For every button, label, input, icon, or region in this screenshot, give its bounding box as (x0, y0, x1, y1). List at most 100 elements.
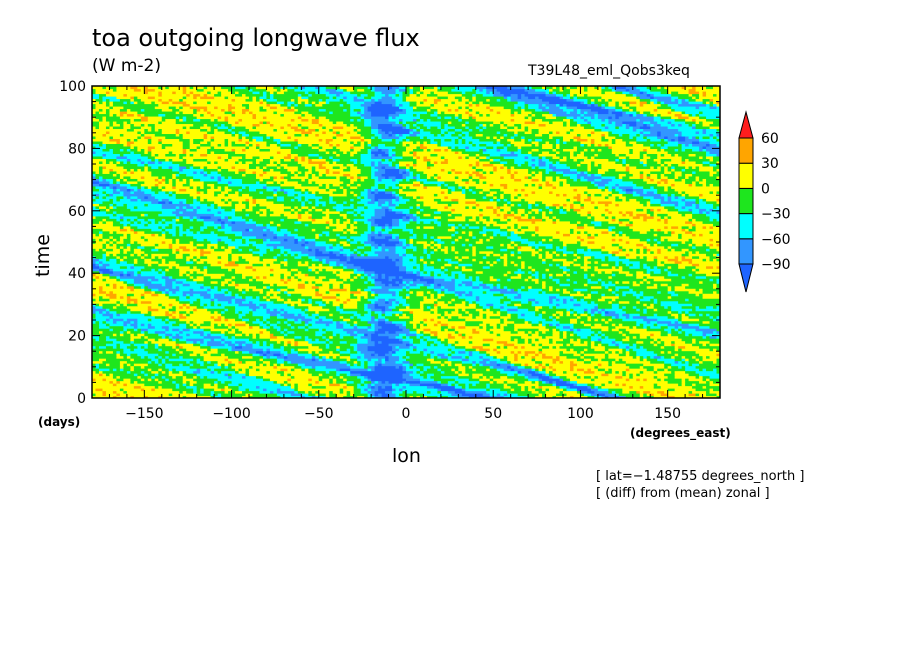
field-cell (402, 380, 407, 384)
field-cell (601, 340, 613, 344)
field-cell (695, 245, 711, 249)
field-cell (332, 335, 341, 339)
field-cell (144, 293, 152, 297)
field-cell (510, 368, 515, 372)
field-cell (419, 338, 425, 342)
field-cell (440, 295, 459, 299)
field-cell (238, 388, 247, 392)
field-cell (426, 255, 432, 259)
field-cell (339, 270, 355, 274)
field-cell (569, 293, 585, 297)
field-cell (646, 308, 655, 312)
field-cell (193, 388, 198, 392)
field-cell (105, 308, 111, 312)
field-cell (458, 295, 477, 299)
field-cell (695, 370, 718, 374)
field-cell (632, 355, 637, 359)
field-cell (259, 298, 268, 302)
field-cell (283, 358, 313, 362)
field-cell (465, 325, 480, 329)
field-cell (444, 268, 449, 272)
field-cell (322, 355, 327, 359)
field-cell (228, 358, 240, 362)
field-cell (486, 245, 494, 249)
field-cell (702, 243, 707, 247)
field-cell (412, 323, 418, 327)
field-cell (419, 255, 425, 259)
field-cell (371, 333, 379, 337)
field-cell (294, 375, 320, 379)
field-cell (524, 340, 529, 344)
field-cell (465, 298, 477, 302)
field-cell (611, 340, 616, 344)
field-cell (636, 340, 644, 344)
field-cell (451, 235, 459, 239)
field-cell (102, 273, 111, 277)
field-cell (706, 335, 711, 339)
field-cell (329, 290, 351, 294)
field-cell (566, 310, 571, 314)
field-cell (678, 263, 693, 267)
field-cell (269, 320, 278, 324)
field-cell (126, 283, 135, 287)
field-cell (674, 285, 686, 289)
field-cell (430, 305, 435, 309)
field-cell (339, 320, 348, 324)
field-cell (517, 353, 526, 357)
field-cell (507, 358, 515, 362)
field-cell (657, 358, 676, 362)
field-cell (147, 328, 166, 332)
field-cell (144, 288, 152, 292)
field-cell (447, 355, 452, 359)
field-cell (161, 370, 166, 374)
field-cell (98, 338, 107, 342)
field-cell (430, 260, 435, 264)
field-cell (224, 273, 243, 277)
field-cell (144, 373, 149, 377)
field-cell (653, 270, 662, 274)
field-cell (678, 273, 690, 277)
field-cell (580, 315, 589, 319)
field-cell (392, 278, 404, 282)
field-cell (583, 353, 606, 357)
field-cell (608, 320, 637, 324)
field-cell (92, 280, 124, 284)
field-cell (175, 315, 180, 319)
field-cell (426, 260, 432, 264)
field-cell (130, 288, 135, 292)
field-cell (151, 375, 156, 379)
field-cell (653, 243, 658, 247)
field-cell (423, 395, 428, 398)
field-cell (116, 275, 121, 279)
field-cell (325, 395, 330, 398)
field-cell (406, 325, 414, 329)
field-cell (105, 390, 114, 394)
field-cell (535, 365, 540, 369)
field-cell (193, 323, 198, 327)
field-cell (221, 363, 226, 367)
field-cell (416, 323, 421, 327)
field-cell (126, 260, 135, 264)
field-cell (664, 390, 690, 394)
field-cell (339, 293, 351, 297)
field-cell (210, 315, 215, 319)
field-cell (172, 388, 194, 392)
field-cell (573, 330, 595, 334)
field-cell (412, 248, 418, 252)
field-cell (133, 395, 145, 398)
field-cell (336, 305, 341, 309)
field-cell (545, 390, 561, 394)
field-cell (646, 303, 651, 307)
field-cell (235, 293, 240, 297)
field-cell (639, 260, 658, 264)
field-cell (587, 348, 595, 352)
field-cell (412, 240, 418, 244)
field-cell (126, 363, 131, 367)
field-cell (685, 358, 690, 362)
field-cell (552, 368, 557, 372)
field-cell (695, 270, 720, 274)
field-cell (569, 318, 578, 322)
field-cell (426, 395, 438, 398)
field-cell (486, 303, 494, 307)
field-cell (437, 320, 442, 324)
